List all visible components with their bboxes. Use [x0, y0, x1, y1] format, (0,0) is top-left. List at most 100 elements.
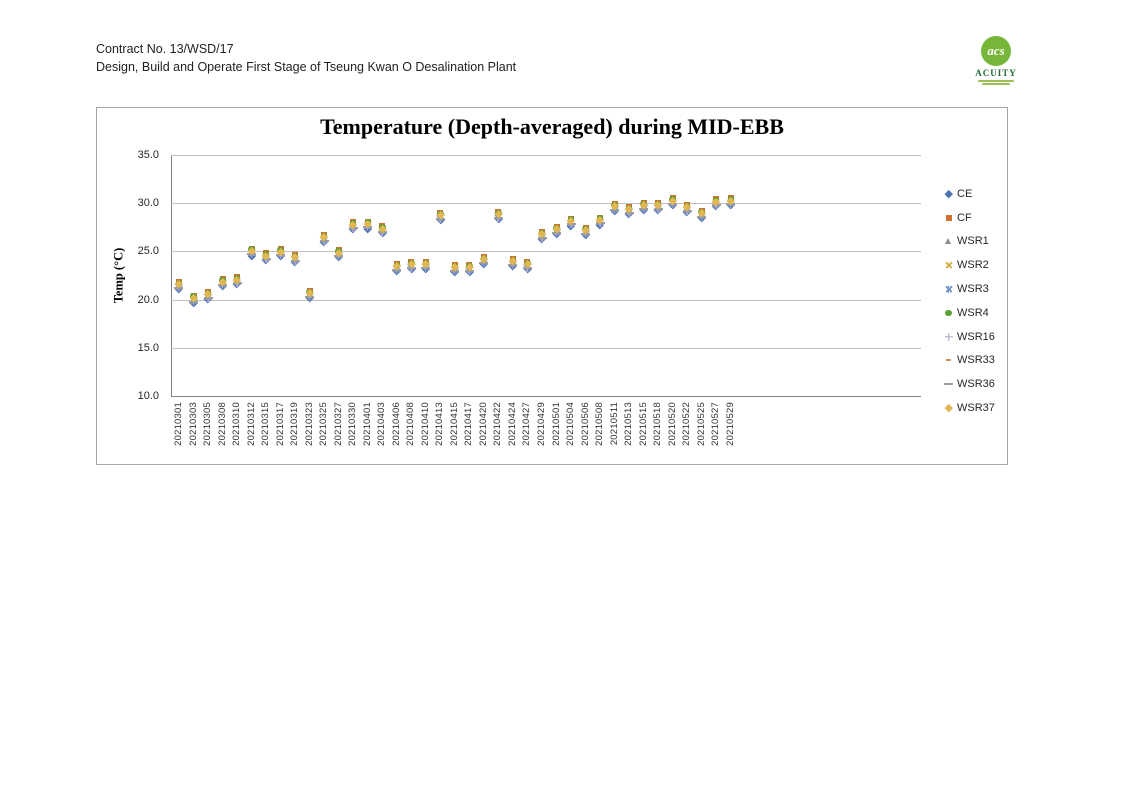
legend-label: CE	[957, 187, 973, 200]
project-title: Design, Build and Operate First Stage of…	[96, 60, 517, 74]
legend-item-WSR1: WSR1	[942, 230, 995, 254]
data-point-WSR36	[290, 260, 300, 263]
legend-item-WSR16: WSR16	[942, 325, 995, 349]
x-tick-label: 20210301	[173, 402, 184, 446]
x-tick-label: 20210427	[521, 402, 533, 446]
x-tick-label: 20210513	[623, 402, 635, 446]
gridline	[171, 347, 921, 349]
legend-marker-square-icon	[942, 213, 955, 223]
legend-item-WSR2: WSR2	[942, 253, 995, 277]
x-tick-label: 20210420	[477, 402, 489, 446]
legend-marker-diamond-icon	[942, 403, 955, 413]
data-point-WSR36	[203, 296, 213, 299]
legend-label: WSR3	[957, 283, 989, 296]
x-tick-label: 20210422	[492, 402, 504, 446]
legend-label: WSR1	[957, 235, 989, 248]
x-axis-ticks: 20210301 20210303 20210305 20210308 20210310…	[171, 400, 921, 460]
data-point-WSR36	[697, 215, 707, 218]
x-tick-label: 20210508	[594, 402, 606, 446]
legend-item-WSR33: WSR33	[942, 349, 995, 373]
logo-name: ACUITY	[975, 68, 1017, 78]
legend-marker-dash-short-icon	[942, 355, 955, 365]
plot-area	[171, 155, 921, 397]
x-tick-label: 20210408	[405, 402, 417, 446]
data-point-WSR36	[682, 209, 692, 212]
legend-label: CF	[957, 211, 972, 224]
x-tick-label: 20210305	[202, 402, 214, 446]
legend-marker-diamond-icon	[942, 189, 955, 199]
y-tick-label: 35.0	[137, 149, 159, 161]
legend-marker-star-icon	[942, 284, 955, 294]
x-tick-label: 20210520	[666, 402, 678, 446]
x-tick-label: 20210310	[231, 402, 243, 446]
data-point-WSR36	[421, 266, 431, 269]
acuity-logo: acs ACUITY	[974, 36, 1018, 85]
gridline	[171, 203, 921, 205]
x-tick-label: 20210406	[390, 402, 402, 446]
legend-marker-x-icon	[942, 260, 955, 270]
data-point-WSR36	[537, 236, 547, 239]
data-point-WSR36	[581, 233, 591, 236]
data-point-WSR36	[392, 268, 402, 271]
x-tick-label: 20210403	[376, 402, 388, 446]
logo-monogram: acs	[987, 43, 1005, 58]
x-tick-label: 20210312	[245, 402, 257, 446]
gridline	[171, 299, 921, 301]
data-point-WSR36	[174, 287, 184, 290]
x-tick-label: 20210401	[361, 402, 373, 446]
data-point-WSR36	[566, 223, 576, 226]
data-point-WSR36	[653, 207, 663, 210]
legend-item-WSR3: WSR3	[942, 277, 995, 301]
x-tick-label: 20210504	[565, 402, 577, 446]
legend-label: WSR4	[957, 306, 989, 319]
data-point-WSR36	[595, 222, 605, 225]
legend-item-CF: CF	[942, 206, 995, 230]
x-tick-label: 20210327	[332, 402, 344, 446]
x-tick-label: 20210319	[289, 402, 301, 446]
legend-item-CE: CE	[942, 182, 995, 206]
x-tick-label: 20210330	[347, 402, 359, 446]
legend-marker-circle-icon	[942, 308, 955, 318]
y-tick-label: 25.0	[137, 245, 159, 258]
gridline	[171, 396, 921, 397]
legend-label: WSR33	[957, 354, 995, 367]
x-tick-label: 20210415	[448, 402, 460, 446]
legend-item-WSR4: WSR4	[942, 301, 995, 325]
x-tick-label: 20210501	[550, 402, 562, 446]
acuity-logo-icon: acs	[981, 36, 1011, 66]
chart-title: Temperature (Depth-averaged) during MID-…	[320, 114, 784, 139]
data-point-WSR36	[610, 208, 620, 211]
x-tick-label: 20210317	[274, 402, 286, 446]
y-axis-ticks: 35.0 30.0 25.0 20.0 15.0 10.0	[97, 149, 165, 402]
legend: CE CF WSR1 WSR2 WSR3 WSR4 WSR16 WSR33 WSR36 WSR37	[942, 182, 995, 420]
data-point-WSR36	[624, 211, 634, 214]
gridline	[171, 155, 921, 156]
page-header: Contract No. 13/WSD/17 Design, Build and…	[96, 40, 516, 76]
data-point-WSR36	[450, 269, 460, 272]
y-axis-line	[171, 155, 172, 396]
data-point-WSR36	[552, 232, 562, 235]
y-tick-label: 10.0	[137, 390, 159, 402]
x-tick-label: 20210527	[710, 402, 722, 446]
x-tick-label: 20210323	[303, 402, 315, 446]
legend-label: WSR16	[957, 330, 995, 343]
y-tick-label: 20.0	[137, 293, 159, 306]
legend-item-WSR36: WSR36	[942, 372, 995, 396]
x-tick-label: 20210315	[260, 402, 272, 446]
y-tick-label: 15.0	[137, 341, 159, 354]
data-point-WSR36	[508, 263, 518, 266]
x-tick-label: 20210417	[463, 402, 475, 446]
x-tick-label: 20210515	[637, 402, 649, 446]
chart-frame: Temperature (Depth-averaged) during MID-…	[96, 107, 1008, 465]
x-tick-label: 20210518	[652, 402, 664, 446]
logo-tagline-line	[982, 83, 1010, 85]
legend-label: WSR36	[957, 378, 995, 391]
data-point-WSR36	[348, 227, 358, 230]
logo-tagline-line	[978, 79, 1014, 82]
x-tick-label: 20210511	[608, 402, 620, 446]
data-point-WSR36	[479, 261, 489, 264]
x-tick-label: 20210303	[187, 402, 199, 446]
x-tick-label: 20210413	[434, 402, 446, 446]
x-tick-label: 20210325	[318, 402, 330, 446]
